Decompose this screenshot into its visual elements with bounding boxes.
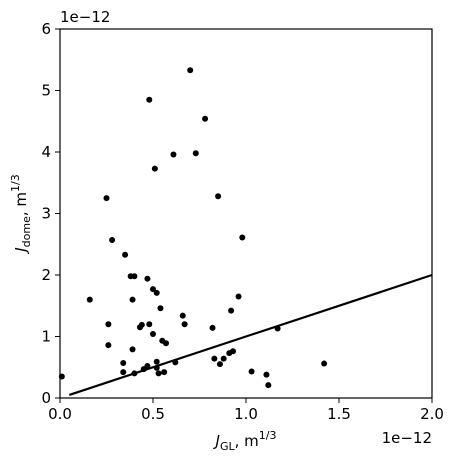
x-tick-label: 1.5 xyxy=(327,405,351,423)
data-point xyxy=(129,296,136,303)
y-tick-label: 3 xyxy=(41,205,51,223)
data-point xyxy=(161,369,168,376)
x-tick-label: 0.0 xyxy=(48,405,72,423)
data-point xyxy=(179,312,186,319)
data-point xyxy=(192,150,199,157)
y-axis-label-base: J xyxy=(12,247,30,254)
y-tick-label: 2 xyxy=(41,266,51,284)
data-point xyxy=(151,165,158,172)
data-point xyxy=(163,340,170,347)
data-point xyxy=(265,382,272,389)
x-offset-text: 1e−12 xyxy=(382,429,432,447)
data-point xyxy=(153,358,160,365)
x-axis-label: JGL, m1/3 xyxy=(213,429,277,453)
x-axis-label-sup: 1/3 xyxy=(259,429,277,442)
data-point xyxy=(187,67,194,74)
data-point xyxy=(146,96,153,103)
data-point xyxy=(170,151,177,158)
data-point xyxy=(235,293,242,300)
x-axis-label-sub: GL xyxy=(220,440,236,453)
data-point xyxy=(181,321,188,328)
y-axis-ticks: 0 1 2 3 4 5 6 xyxy=(41,20,60,407)
data-point xyxy=(220,355,227,362)
data-point xyxy=(229,348,236,355)
plot-frame xyxy=(59,28,433,399)
y-tick-label: 6 xyxy=(41,20,51,38)
data-point xyxy=(122,251,129,258)
y-tick-label: 4 xyxy=(41,143,51,161)
y-axis-label-unit: , m xyxy=(12,192,30,216)
y-axis-label-sub: dome xyxy=(20,216,33,247)
data-point xyxy=(138,321,145,328)
data-point xyxy=(150,286,156,293)
data-point xyxy=(216,361,223,368)
y-offset-text: 1e−12 xyxy=(60,8,110,26)
data-point xyxy=(153,289,160,296)
y-tick-label: 1 xyxy=(41,328,51,346)
x-tick-label: 1.0 xyxy=(234,405,258,423)
x-axis-label-base: J xyxy=(213,432,220,450)
data-point xyxy=(120,359,127,366)
data-point xyxy=(263,371,270,378)
reference-line xyxy=(68,273,433,396)
data-point xyxy=(131,273,138,280)
x-tick-label: 2.0 xyxy=(420,405,444,423)
y-tick-label: 5 xyxy=(41,82,51,100)
y-axis-label-sup: 1/3 xyxy=(9,174,22,192)
data-point xyxy=(202,115,209,122)
data-point xyxy=(209,324,216,331)
data-point xyxy=(211,355,218,362)
reference-line-layer xyxy=(68,273,433,396)
data-point xyxy=(248,368,255,375)
data-point xyxy=(144,275,151,282)
data-point xyxy=(146,321,153,328)
data-point xyxy=(105,321,112,328)
y-axis-label: Jdome, m1/3 xyxy=(9,174,33,255)
data-point xyxy=(150,331,156,338)
data-point xyxy=(120,369,127,376)
data-point xyxy=(321,360,328,367)
data-point xyxy=(105,342,112,349)
y-tick-label: 0 xyxy=(41,389,51,407)
data-point xyxy=(109,236,116,243)
points-layer xyxy=(58,67,328,389)
data-point xyxy=(215,193,222,200)
x-axis-ticks: 0.0 0.5 1.0 1.5 2.0 xyxy=(48,398,444,423)
data-point xyxy=(155,370,162,377)
data-point xyxy=(157,305,164,312)
x-axis-label-unit: , m xyxy=(235,432,259,450)
data-point xyxy=(86,296,93,303)
data-point xyxy=(103,195,110,202)
data-point xyxy=(228,307,235,314)
data-point xyxy=(129,346,136,353)
x-tick-label: 0.5 xyxy=(141,405,165,423)
data-point xyxy=(239,234,246,241)
